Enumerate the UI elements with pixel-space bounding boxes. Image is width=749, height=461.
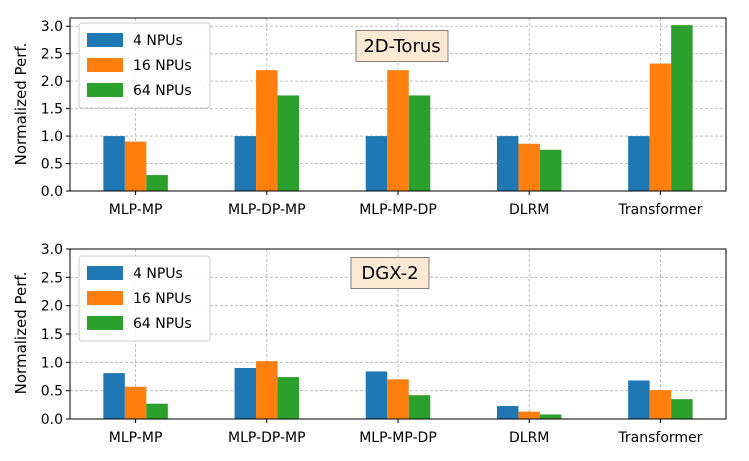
legend-label: 4 NPUs	[133, 266, 183, 282]
bar-4-npus-mlp-mp	[103, 373, 125, 419]
chart-panel-2: 0.0 0.5 1.0 1.5 2.0 2.5 3.0 MLP-MP MLP-DP-MP MLP-…	[12, 242, 727, 446]
annotation-label: 2D-Torus	[363, 36, 440, 57]
bar-4-npus-transformer	[628, 136, 650, 191]
legend-swatch	[87, 58, 123, 72]
bar-64-npus-mlp-dp-mp	[277, 377, 300, 419]
legend-swatch	[87, 316, 123, 330]
bar-16-npus-transformer	[649, 63, 672, 192]
bar-64-npus-dlrm	[539, 149, 562, 191]
x-tick-label: MLP-MP-DP	[359, 202, 437, 218]
bar-4-npus-mlp-mp	[103, 136, 125, 191]
legend-label: 16 NPUs	[133, 58, 192, 74]
annotation-box: DGX-2	[350, 257, 430, 289]
y-tick-label: 0.5	[41, 384, 63, 400]
bar-4-npus-mlp-dp-mp	[234, 136, 257, 191]
bar-64-npus-mlp-mp-dp	[408, 395, 431, 419]
y-axis-label: Normalized Perf.	[12, 43, 30, 166]
bar-64-npus-mlp-mp	[146, 403, 168, 419]
legend-label: 4 NPUs	[133, 33, 183, 49]
chart-panel-1: 0.0 0.5 1.0 1.5 2.0 2.5 3.0 MLP-MP MLP-DP-MP MLP-…	[12, 17, 727, 218]
bar-16-npus-dlrm	[518, 411, 540, 419]
bars	[103, 361, 693, 419]
y-tick-label: 2.0	[41, 299, 63, 315]
legend-swatch	[87, 33, 123, 47]
y-tick-label: 0.0	[41, 184, 63, 200]
y-tick-label: 1.0	[41, 355, 63, 371]
y-tick-label: 3.0	[41, 19, 63, 35]
legend: 4 NPUs 16 NPUs 64 NPUs	[78, 22, 211, 109]
legend: 4 NPUs 16 NPUs 64 NPUs	[78, 255, 211, 342]
bar-64-npus-mlp-dp-mp	[277, 95, 300, 191]
y-tick-label: 1.5	[41, 327, 63, 343]
y-tick-label: 1.0	[41, 129, 63, 145]
bar-64-npus-dlrm	[539, 414, 562, 419]
bar-64-npus-mlp-mp	[146, 175, 168, 191]
legend-swatch	[87, 266, 123, 280]
annotation-box: 2D-Torus	[355, 30, 449, 62]
x-tick-label: MLP-MP	[109, 202, 163, 218]
legend-label: 64 NPUs	[133, 83, 192, 99]
bar-16-npus-mlp-mp	[124, 386, 147, 419]
bar-16-npus-mlp-dp-mp	[256, 70, 278, 191]
bar-4-npus-mlp-mp-dp	[365, 371, 388, 419]
x-tick-label: MLP-MP-DP	[359, 430, 437, 446]
x-tick-label: Transformer	[617, 202, 702, 218]
y-tick-label: 2.5	[41, 270, 63, 286]
bar-16-npus-mlp-mp	[124, 141, 147, 191]
bar-64-npus-transformer	[671, 399, 693, 419]
x-tick-label: MLP-DP-MP	[228, 430, 306, 446]
bar-16-npus-mlp-mp-dp	[387, 70, 409, 191]
x-tick-label: Transformer	[617, 430, 702, 446]
bar-4-npus-mlp-dp-mp	[234, 368, 257, 419]
bar-16-npus-mlp-dp-mp	[256, 361, 278, 419]
bar-16-npus-transformer	[649, 390, 672, 419]
y-tick-label: 0.0	[41, 412, 63, 428]
legend-swatch	[87, 291, 123, 305]
x-tick-label: DLRM	[509, 202, 549, 218]
y-tick-label: 2.0	[41, 74, 63, 90]
y-tick-label: 3.0	[41, 242, 63, 258]
y-tick-label: 1.5	[41, 102, 63, 118]
annotation-label: DGX-2	[361, 263, 418, 284]
annotation-background	[355, 30, 449, 62]
annotation-background	[350, 257, 430, 289]
x-tick-label: MLP-DP-MP	[228, 202, 306, 218]
y-tick-label: 2.5	[41, 47, 63, 63]
bar-64-npus-mlp-mp-dp	[408, 95, 431, 191]
legend-label: 64 NPUs	[133, 316, 192, 332]
bar-64-npus-transformer	[671, 25, 693, 192]
bar-4-npus-mlp-mp-dp	[365, 136, 388, 191]
y-tick-label: 0.5	[41, 157, 63, 173]
bar-16-npus-mlp-mp-dp	[387, 379, 409, 419]
x-tick-label: DLRM	[509, 430, 549, 446]
bar-4-npus-transformer	[628, 380, 650, 419]
x-tick-label: MLP-MP	[109, 430, 163, 446]
bar-4-npus-dlrm	[496, 136, 519, 191]
bars	[103, 25, 693, 192]
bar-4-npus-dlrm	[496, 405, 519, 419]
legend-label: 16 NPUs	[133, 291, 192, 307]
bar-16-npus-dlrm	[518, 143, 540, 191]
legend-swatch	[87, 83, 123, 97]
y-axis-label: Normalized Perf.	[12, 272, 30, 395]
